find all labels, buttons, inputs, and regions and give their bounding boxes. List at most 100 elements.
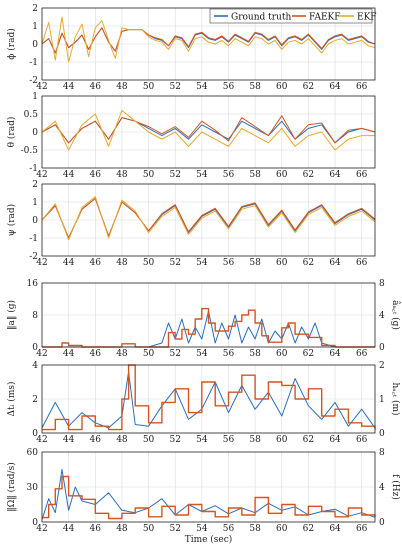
right-tick-label: 4 — [379, 483, 385, 493]
x-tick-label: 66 — [356, 524, 368, 534]
series-line-FAEKF — [41, 115, 376, 144]
x-tick-label: 42 — [36, 82, 47, 92]
x-tick-label: 66 — [356, 82, 368, 92]
x-tick-label: 56 — [223, 82, 235, 92]
x-tick-label: 54 — [196, 349, 208, 359]
y-axis-label: ϕ (rad) — [6, 28, 17, 59]
x-tick-label: 58 — [249, 258, 261, 268]
plot-frame — [41, 364, 376, 434]
x-tick-label: 62 — [303, 82, 314, 92]
x-tick-label: 62 — [303, 170, 314, 180]
x-tick-label: 58 — [249, 349, 261, 359]
legend-label: EKF — [357, 13, 377, 23]
y-tick-label: 1 — [32, 92, 38, 102]
x-tick-label: 48 — [116, 258, 128, 268]
x-tick-label: 44 — [63, 82, 75, 92]
x-tick-label: 64 — [329, 349, 341, 359]
x-tick-label: 44 — [63, 170, 75, 180]
right-tick-label: 1 — [379, 395, 385, 405]
x-tick-label: 42 — [36, 258, 47, 268]
x-tick-label: 60 — [276, 435, 288, 445]
y-tick-label: 2 — [32, 395, 38, 405]
x-tick-label: 42 — [36, 170, 47, 180]
x-tick-label: 60 — [276, 82, 288, 92]
y-tick-label: 16 — [27, 279, 39, 289]
x-tick-label: 52 — [169, 435, 180, 445]
x-tick-label: 62 — [303, 524, 314, 534]
x-tick-label: 64 — [329, 258, 341, 268]
series-line-EKF — [41, 16, 376, 63]
x-tick-label: 54 — [196, 82, 208, 92]
x-tick-label: 58 — [249, 435, 261, 445]
y-tick-label: 60 — [27, 448, 39, 458]
x-tick-label: 62 — [303, 349, 314, 359]
x-tick-label: 52 — [169, 524, 180, 534]
series-line-Ground truth — [41, 197, 376, 239]
x-tick-label: 66 — [356, 349, 368, 359]
right-tick-label: 4 — [379, 311, 385, 321]
x-tick-label: 44 — [63, 349, 75, 359]
x-tick-label: 54 — [196, 170, 208, 180]
x-tick-label: 56 — [223, 435, 235, 445]
plot-frame — [41, 7, 376, 81]
x-tick-label: 48 — [116, 170, 128, 180]
y-tick-label: -1 — [29, 234, 38, 244]
x-tick-label: 58 — [249, 524, 261, 534]
x-tick-label: 52 — [169, 258, 180, 268]
x-tick-label: 44 — [63, 258, 75, 268]
y-tick-label: 0 — [32, 518, 38, 528]
y-tick-label: -1 — [29, 58, 38, 68]
x-tick-label: 46 — [90, 435, 102, 445]
y-tick-label: -1 — [29, 164, 38, 174]
x-tick-label: 50 — [143, 435, 155, 445]
x-tick-label: 54 — [196, 435, 208, 445]
y-axis-label: ψ (rad) — [6, 204, 17, 236]
right-axis-label: âₐ꜀ₜ (g) — [390, 300, 401, 330]
y-tick-label: 0 — [32, 128, 38, 138]
x-tick-label: 46 — [90, 170, 102, 180]
y-tick-label: -0.5 — [21, 146, 39, 156]
x-tick-label: 66 — [356, 435, 368, 445]
y-tick-label: 2 — [32, 4, 38, 14]
series-line-f — [42, 475, 376, 520]
y-tick-label: 4 — [32, 361, 38, 371]
x-tick-label: 66 — [356, 170, 368, 180]
series-line-Δtᵢ — [41, 371, 376, 429]
series-line-‖a‖ — [42, 310, 375, 348]
right-axis-label: f (Hz) — [390, 474, 401, 500]
series-line-EKF — [41, 109, 375, 151]
x-tick-label: 64 — [329, 435, 341, 445]
x-tick-label: 60 — [276, 258, 288, 268]
x-tick-label: 56 — [223, 170, 235, 180]
x-tick-label: 64 — [329, 82, 341, 92]
plot-frame — [41, 451, 376, 523]
series-line-hₐ꜀ₜ — [42, 364, 376, 431]
series-line-FAEKF — [41, 27, 376, 54]
x-tick-label: 50 — [143, 349, 155, 359]
x-tick-label: 56 — [223, 349, 235, 359]
series-line-Ground truth — [41, 117, 376, 144]
x-tick-label: 48 — [116, 82, 128, 92]
x-axis-label: Time (sec) — [185, 534, 233, 545]
series-line-EKF — [41, 196, 376, 241]
y-tick-label: 0 — [32, 40, 38, 50]
y-tick-label: 8 — [32, 311, 38, 321]
y-axis-label: θ (rad) — [6, 117, 17, 148]
y-tick-label: 0 — [32, 429, 38, 439]
x-tick-label: 46 — [90, 524, 102, 534]
x-tick-label: 48 — [116, 435, 128, 445]
x-tick-label: 46 — [90, 258, 102, 268]
x-tick-label: 62 — [303, 258, 314, 268]
y-tick-label: 0 — [32, 216, 38, 226]
right-tick-label: 0 — [379, 429, 385, 439]
x-tick-label: 46 — [90, 349, 102, 359]
x-tick-label: 52 — [169, 82, 180, 92]
x-tick-label: 50 — [143, 524, 155, 534]
plot-frame — [41, 183, 376, 257]
x-tick-label: 52 — [169, 349, 180, 359]
y-tick-label: 0.5 — [24, 110, 39, 120]
x-tick-label: 58 — [249, 82, 261, 92]
legend-label: Ground truth — [231, 13, 291, 23]
plot-frame — [41, 282, 376, 348]
